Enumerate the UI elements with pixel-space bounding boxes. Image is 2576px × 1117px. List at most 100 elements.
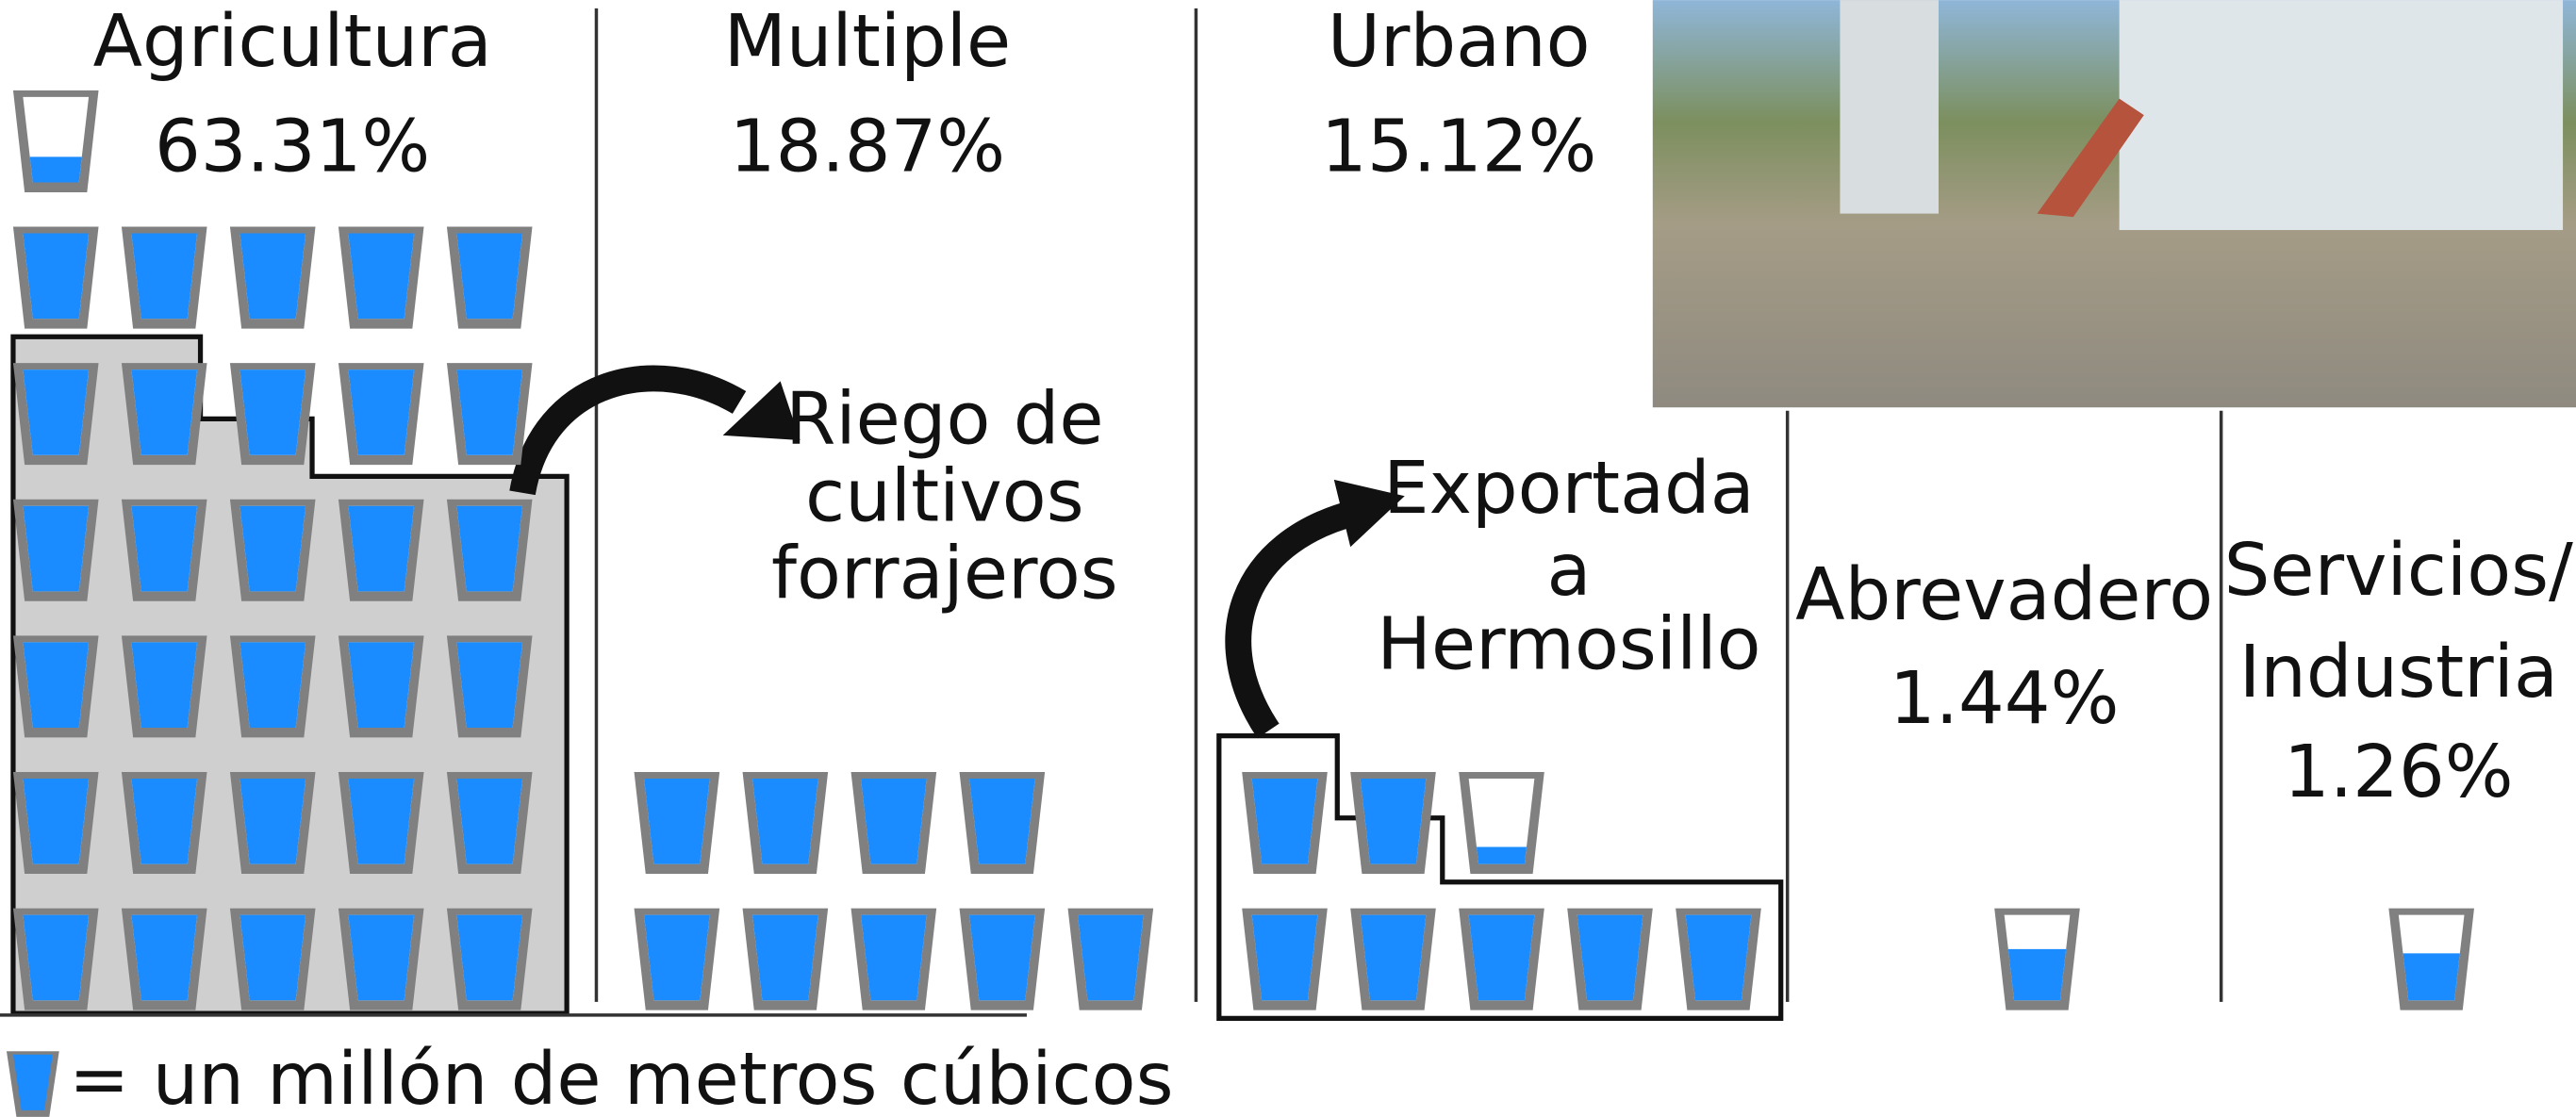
glass-water (751, 778, 818, 864)
arrow (509, 365, 747, 496)
glass-water (348, 778, 415, 864)
glass (446, 499, 533, 601)
glass-water (751, 914, 818, 1001)
glass (446, 363, 533, 466)
glass (446, 635, 533, 738)
glass-water (968, 914, 1035, 1001)
glass-water (1468, 914, 1535, 1001)
glass-water (131, 778, 198, 864)
note-line: forrajeros (771, 532, 1118, 616)
glass-water (456, 642, 523, 728)
glass-water (348, 914, 415, 1001)
glass (1994, 908, 2080, 1010)
group-percent: 63.31% (155, 105, 430, 189)
note-line: Riego de (785, 378, 1103, 462)
glass-water (131, 370, 198, 455)
group-name: Abrevadero (1795, 553, 2213, 637)
glass (338, 226, 424, 329)
glass (121, 499, 207, 601)
glass-water (29, 156, 82, 183)
glass (446, 226, 533, 329)
group-name: Urbano (1328, 0, 1591, 84)
glass (850, 772, 937, 875)
glass-water (1577, 914, 1643, 1001)
glass-water (968, 778, 1035, 864)
glass-water (131, 642, 198, 728)
glass-water (348, 233, 415, 320)
glass-inside (1468, 778, 1535, 864)
glass-water (23, 778, 90, 864)
group-percent: 15.12% (1321, 105, 1596, 189)
legend-text: = un millón de metros cúbicos (69, 1038, 1173, 1117)
glass (121, 226, 207, 329)
glass (1459, 772, 1544, 875)
glass-water (239, 505, 306, 592)
glass-water (1360, 778, 1427, 864)
glass-icon-water (12, 1054, 53, 1110)
group-percent: 1.26% (2284, 731, 2514, 814)
glass (12, 772, 99, 875)
glass (12, 635, 99, 738)
glass (12, 226, 99, 329)
glass (850, 908, 937, 1010)
legend-icon (6, 1051, 59, 1117)
glass (338, 772, 424, 875)
glass (1459, 908, 1544, 1010)
glass (12, 90, 99, 192)
glass (121, 908, 207, 1010)
glass-water (456, 778, 523, 864)
glass (1567, 908, 1653, 1010)
glass-water (23, 505, 90, 592)
group-name: Servicios/ (2224, 529, 2573, 613)
glass-water (644, 778, 710, 864)
note-line: cultivos (805, 455, 1084, 539)
glass-water (456, 370, 523, 455)
glass (121, 772, 207, 875)
glass-water (860, 778, 927, 864)
glass (959, 772, 1046, 875)
glass (742, 908, 829, 1010)
group-name: Multiple (724, 0, 1012, 84)
glass (229, 772, 316, 875)
note-line: Exportada (1383, 447, 1755, 531)
glass (1242, 908, 1328, 1010)
arrow-head (722, 381, 801, 441)
glass-water (239, 778, 306, 864)
glass (12, 363, 99, 466)
glass-water (348, 642, 415, 728)
glass-water (23, 370, 90, 455)
glass-water (1251, 914, 1318, 1001)
glass (121, 363, 207, 466)
glass (1067, 908, 1154, 1010)
glass-water (239, 914, 306, 1001)
glass (634, 772, 720, 875)
glass (634, 908, 720, 1010)
labels: Riego de cultivos forrajeros Exportada a… (69, 378, 1760, 1117)
arrow-head (1333, 479, 1405, 548)
glass-water (23, 914, 90, 1001)
glass (1676, 908, 1761, 1010)
glass-water (348, 370, 415, 455)
glass (446, 772, 533, 875)
glass-water (239, 233, 306, 320)
photo-structure (1840, 0, 1939, 214)
glass (229, 635, 316, 738)
glass-water (348, 505, 415, 592)
glass (446, 908, 533, 1010)
group-name: Agricultura (93, 0, 492, 84)
note-line: a (1546, 529, 1591, 613)
glass-water (860, 914, 927, 1001)
glass-water (23, 642, 90, 728)
glass-water (1685, 914, 1752, 1001)
glass (229, 499, 316, 601)
glass-water (1477, 846, 1527, 864)
glass (229, 908, 316, 1010)
glass-water (239, 642, 306, 728)
glass-water (456, 505, 523, 592)
highlight-region (1216, 733, 1784, 1021)
photo-structure (2119, 0, 2564, 231)
glass (338, 908, 424, 1010)
glass (959, 908, 1046, 1010)
glass (338, 363, 424, 466)
